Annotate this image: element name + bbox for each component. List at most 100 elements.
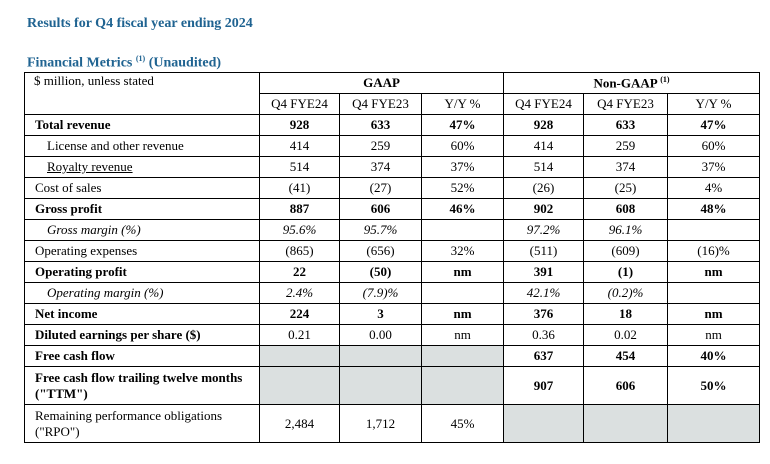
cell: 608	[583, 198, 668, 220]
row-rpo: Remaining performance obligations ("RPO"…	[24, 404, 761, 443]
cell: (0.2)%	[583, 282, 668, 304]
cell: 50%	[666, 366, 761, 405]
cell: 97.2%	[503, 219, 584, 241]
cell: (27)	[339, 177, 422, 199]
cell: 95.7%	[339, 219, 422, 241]
cell: nm	[666, 324, 761, 346]
cell: 3	[339, 303, 422, 325]
empty-cell	[259, 366, 340, 405]
cell: 391	[503, 261, 584, 283]
row-label: Operating profit	[24, 261, 260, 283]
row-fcf-ttm: Free cash flow trailing twelve months ("…	[24, 366, 761, 405]
cell: 0.21	[259, 324, 340, 346]
cell: 414	[503, 135, 584, 157]
cell: 60%	[666, 135, 761, 157]
cell: 374	[583, 156, 668, 178]
cell: 907	[503, 366, 584, 405]
cell: 42.1%	[503, 282, 584, 304]
cell	[421, 282, 504, 304]
row-label: Royalty revenue	[24, 156, 260, 178]
cell: 22	[259, 261, 340, 283]
cell: 37%	[666, 156, 761, 178]
cell	[666, 282, 761, 304]
row-royalty-revenue: Royalty revenue 514 374 37% 514 374 37%	[24, 156, 761, 178]
col-header: Q4 FYE23	[583, 93, 668, 115]
col-header: Q4 FYE24	[259, 93, 340, 115]
table-header-row: $ million, unless stated GAAP Non-GAAP (…	[24, 72, 761, 115]
col-header: Q4 FYE24	[503, 93, 584, 115]
cell: 606	[339, 198, 422, 220]
empty-cell	[421, 366, 504, 405]
row-total-revenue: Total revenue 928 633 47% 928 633 47%	[24, 114, 761, 136]
cell: nm	[666, 261, 761, 283]
cell: 47%	[666, 114, 761, 136]
empty-cell	[339, 345, 422, 367]
row-diluted-eps: Diluted earnings per share ($) 0.21 0.00…	[24, 324, 761, 346]
col-header: Y/Y %	[666, 93, 761, 115]
row-operating-margin: Operating margin (%) 2.4% (7.9)% 42.1% (…	[24, 282, 761, 304]
non-gaap-footnote-marker: (1)	[660, 74, 670, 84]
corner-label: $ million, unless stated	[24, 72, 260, 115]
gaap-group-header: GAAP	[259, 72, 504, 94]
cell: 514	[259, 156, 340, 178]
col-header: Q4 FYE23	[339, 93, 422, 115]
row-label: Operating expenses	[24, 240, 260, 262]
cell: (865)	[259, 240, 340, 262]
table-title-status: (Unaudited)	[148, 55, 222, 71]
cell: 633	[339, 114, 422, 136]
row-label: Remaining performance obligations ("RPO"…	[24, 404, 260, 443]
row-label: Gross margin (%)	[24, 219, 260, 241]
cell: 514	[503, 156, 584, 178]
cell: (50)	[339, 261, 422, 283]
empty-cell	[339, 366, 422, 405]
table-title-text: Financial Metrics	[27, 55, 133, 71]
row-net-income: Net income 224 3 nm 376 18 nm	[24, 303, 761, 325]
page-heading: Results for Q4 fiscal year ending 2024	[27, 16, 253, 31]
row-label: Diluted earnings per share ($)	[24, 324, 260, 346]
cell: (7.9)%	[339, 282, 422, 304]
royalty-label-text: Royalty revenue	[47, 159, 133, 174]
row-label: Gross profit	[24, 198, 260, 220]
non-gaap-label: Non-GAAP	[593, 75, 657, 91]
row-label: Net income	[24, 303, 260, 325]
cell: 0.36	[503, 324, 584, 346]
empty-cell	[583, 404, 668, 443]
cell: 46%	[421, 198, 504, 220]
cell: 18	[583, 303, 668, 325]
empty-cell	[503, 404, 584, 443]
cell: 37%	[421, 156, 504, 178]
cell: 40%	[666, 345, 761, 367]
row-operating-expenses: Operating expenses (865) (656) 32% (511)…	[24, 240, 761, 262]
row-license-revenue: License and other revenue 414 259 60% 41…	[24, 135, 761, 157]
cell: (609)	[583, 240, 668, 262]
cell: 259	[339, 135, 422, 157]
empty-cell	[666, 404, 761, 443]
financial-metrics-table: $ million, unless stated GAAP Non-GAAP (…	[24, 72, 761, 443]
cell: 928	[259, 114, 340, 136]
cell: 414	[259, 135, 340, 157]
cell: 374	[339, 156, 422, 178]
cell: 60%	[421, 135, 504, 157]
cell: 637	[503, 345, 584, 367]
column-header-row: Q4 FYE24 Q4 FYE23 Y/Y % Q4 FYE24 Q4 FYE2…	[25, 93, 761, 115]
row-cost-of-sales: Cost of sales (41) (27) 52% (26) (25) 4%	[24, 177, 761, 199]
row-free-cash-flow: Free cash flow 637 454 40%	[24, 345, 761, 367]
cell: (26)	[503, 177, 584, 199]
row-label: License and other revenue	[24, 135, 260, 157]
cell: (41)	[259, 177, 340, 199]
cell: 1,712	[339, 404, 422, 443]
cell: (25)	[583, 177, 668, 199]
cell: 32%	[421, 240, 504, 262]
cell: 96.1%	[583, 219, 668, 241]
cell: 887	[259, 198, 340, 220]
cell: nm	[666, 303, 761, 325]
empty-cell	[259, 345, 340, 367]
cell	[421, 219, 504, 241]
col-header: Y/Y %	[421, 93, 504, 115]
non-gaap-group-header: Non-GAAP (1)	[502, 72, 761, 94]
row-label: Free cash flow	[24, 345, 260, 367]
cell: 259	[583, 135, 668, 157]
cell: 0.00	[339, 324, 422, 346]
cell: 2,484	[259, 404, 340, 443]
row-gross-profit: Gross profit 887 606 46% 902 608 48%	[24, 198, 761, 220]
